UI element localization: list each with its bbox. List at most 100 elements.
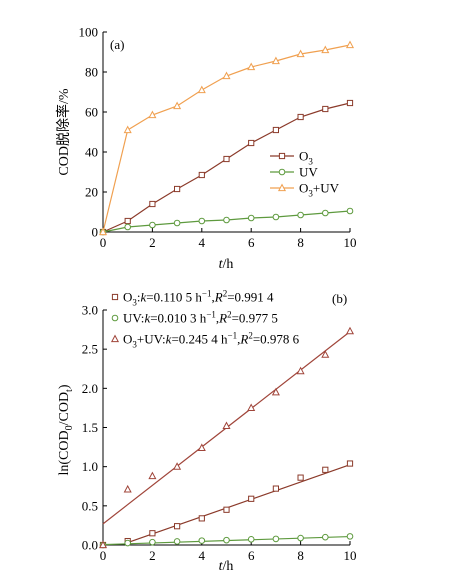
legend-marker — [278, 168, 286, 176]
panel-a-xtick-label: 10 — [344, 235, 357, 250]
panel-a-xtick-label: 6 — [248, 235, 255, 250]
panel-b-xlabel: t/h — [219, 559, 234, 574]
panel-b-xtick-label: 0 — [100, 548, 107, 563]
legend-marker — [111, 314, 119, 322]
data-point-uv — [198, 217, 206, 225]
legend-marker — [277, 183, 287, 192]
panel-b-ytick-label: 3.0 — [82, 303, 98, 318]
data-point-o3-uv — [197, 85, 206, 94]
data-point-o3 — [124, 217, 131, 225]
data-point-uv — [198, 537, 206, 544]
data-point-o3-uv — [173, 462, 182, 470]
data-point-uv — [173, 538, 181, 545]
data-point-o3-uv — [345, 326, 355, 335]
data-point-uv — [322, 533, 329, 541]
data-point-o3-uv — [123, 484, 132, 493]
panel-a-xtick-label: 8 — [297, 235, 304, 250]
data-point-o3-uv — [321, 45, 330, 54]
panel-b: (b) 0.0 0.5 1.0 1.5 2.0 2.5 3.0 0 2 4 6 8 10 O3:k=0.… — [57, 289, 357, 575]
data-point-uv — [346, 207, 354, 215]
legend-label: O3 — [299, 149, 313, 167]
panel-a-xtick-label: 4 — [199, 235, 206, 250]
panel-b-ytick-label: 0.5 — [82, 498, 98, 513]
data-point-o3 — [174, 523, 181, 530]
data-point-uv — [149, 538, 156, 546]
data-point-o3 — [223, 155, 230, 163]
fit-line-o3 — [127, 464, 351, 544]
data-point-o3 — [198, 515, 205, 522]
data-point-uv — [272, 213, 280, 221]
data-point-uv — [247, 535, 255, 543]
panel-a-xlabel: t/h — [219, 257, 234, 272]
data-point-o3-uv — [148, 110, 157, 119]
data-point-o3-uv — [222, 421, 231, 430]
panel-b-label: (b) — [332, 291, 347, 306]
data-point-uv — [223, 536, 230, 544]
panel-b-ytick-label: 2.0 — [82, 381, 98, 396]
data-point-o3-uv — [148, 471, 157, 480]
panel-b-xtick-label: 10 — [344, 548, 357, 563]
panel-b-legend: O3:k=0.110 5 h−1,R2=0.991 4 UV:k=0.010 3 … — [110, 289, 300, 350]
panel-a-ytick-label: 0 — [92, 225, 99, 240]
data-point-uv — [272, 535, 280, 543]
panel-a-ytick-label: 100 — [79, 25, 99, 40]
panel-b-xtick-label: 4 — [199, 548, 206, 563]
data-point-o3 — [322, 466, 329, 473]
panel-b-ytick-label: 2.5 — [82, 342, 98, 357]
data-point-uv — [322, 209, 329, 217]
panel-a-label: (a) — [110, 37, 124, 52]
data-point-o3-uv — [296, 49, 305, 58]
panel-a-ytick-label: 80 — [85, 65, 98, 80]
panel-a-ylabel: COD脱除率/% — [55, 88, 72, 175]
data-point-o3 — [272, 485, 279, 492]
data-point-o3 — [297, 113, 304, 121]
data-point-o3-uv — [222, 71, 231, 80]
data-point-o3-uv — [321, 350, 330, 358]
data-point-uv — [346, 533, 354, 540]
data-point-uv — [149, 221, 156, 229]
panel-b-xtick-label: 8 — [297, 548, 304, 563]
panel-b-ytick-label: 0.0 — [82, 538, 98, 553]
data-point-uv — [124, 539, 131, 547]
legend-label: O3+UV:k=0.245 4 h−1,R2=0.978 6 — [123, 331, 300, 350]
data-point-o3 — [198, 171, 205, 179]
data-point-o3 — [223, 506, 230, 513]
legend-marker — [111, 293, 119, 301]
data-point-o3-uv — [296, 366, 305, 375]
panel-b-xtick-label: 2 — [149, 548, 156, 563]
data-point-o3-uv — [98, 227, 108, 236]
panel-a-ytick-label: 60 — [85, 105, 98, 120]
data-point-uv — [247, 214, 255, 222]
panel-b-ytick-label: 1.5 — [82, 420, 98, 435]
data-point-uv — [124, 223, 131, 231]
data-point-o3 — [149, 200, 156, 208]
legend-marker — [278, 152, 286, 160]
data-point-o3-uv — [123, 125, 132, 134]
data-point-o3-uv — [173, 101, 182, 110]
panel-a-xtick-label: 2 — [149, 235, 156, 250]
panel-a-xtick-label: 0 — [100, 235, 107, 250]
data-point-uv — [173, 219, 181, 227]
legend-label: UV — [299, 165, 318, 180]
panel-b-ytick-label: 1.0 — [82, 459, 98, 474]
panel-a-ytick-label: 40 — [85, 145, 98, 160]
data-point-o3 — [346, 460, 354, 467]
data-point-o3 — [248, 495, 255, 502]
data-point-o3 — [272, 126, 279, 134]
data-point-o3 — [248, 139, 255, 147]
data-point-o3-uv — [98, 540, 108, 549]
legend-label: O3+UV — [299, 181, 340, 199]
data-point-uv — [297, 534, 304, 542]
data-point-o3-uv — [247, 62, 256, 71]
legend-marker — [110, 334, 120, 343]
data-point-o3 — [174, 185, 181, 193]
legend-label: UV:k=0.010 3 h−1,R2=0.977 5 — [123, 310, 278, 326]
data-point-o3 — [346, 99, 354, 107]
data-point-o3-uv — [345, 40, 355, 49]
panel-b-ylabel: ln(COD0/CODt) — [57, 384, 75, 475]
data-point-o3-uv — [197, 443, 206, 451]
data-point-o3-uv — [271, 56, 280, 65]
